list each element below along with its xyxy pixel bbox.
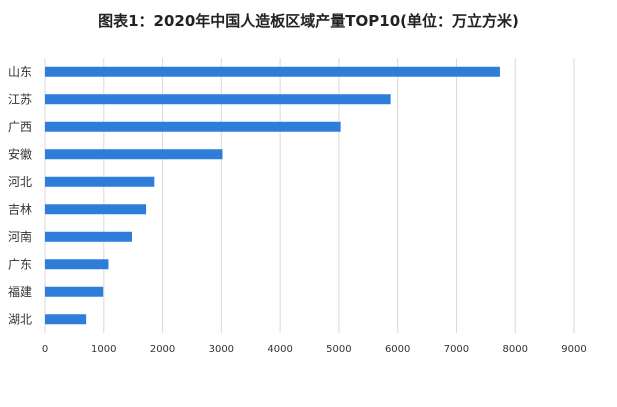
bar-2 bbox=[45, 121, 341, 132]
category-label: 湖北 bbox=[8, 311, 32, 326]
category-label: 福建 bbox=[8, 284, 32, 299]
bar-1 bbox=[45, 94, 391, 105]
category-label: 江苏 bbox=[8, 92, 32, 106]
bar-9 bbox=[45, 314, 87, 325]
bars bbox=[45, 66, 500, 325]
category-label: 广西 bbox=[8, 120, 32, 134]
category-label: 河北 bbox=[8, 175, 32, 189]
bar-7 bbox=[45, 259, 109, 270]
x-tick-label: 8000 bbox=[502, 344, 527, 355]
x-tick-label: 2000 bbox=[150, 344, 175, 355]
category-label: 河南 bbox=[8, 229, 32, 244]
x-tick-label: 7000 bbox=[444, 344, 469, 355]
bar-3 bbox=[45, 149, 223, 160]
category-label: 安徽 bbox=[8, 146, 32, 161]
x-tick-label: 4000 bbox=[267, 344, 292, 355]
bar-5 bbox=[45, 204, 147, 215]
x-tick-label: 0 bbox=[42, 344, 48, 355]
bar-4 bbox=[45, 176, 155, 187]
x-tick-label: 3000 bbox=[209, 344, 234, 355]
x-tick-label: 5000 bbox=[326, 344, 351, 355]
chart-title: 图表1：2020年中国人造板区域产量TOP10(单位：万立方米) bbox=[98, 12, 519, 30]
grid-lines bbox=[44, 58, 575, 333]
bar-8 bbox=[45, 286, 104, 297]
x-tick-label: 6000 bbox=[385, 344, 410, 355]
category-label: 山东 bbox=[8, 65, 32, 79]
bar-6 bbox=[45, 231, 132, 242]
x-axis-ticks: 0 1000 2000 3000 4000 5000 6000 7000 8000 9000 bbox=[42, 344, 587, 355]
bar-0 bbox=[45, 66, 500, 77]
x-tick-label: 1000 bbox=[91, 344, 116, 355]
x-tick-label: 9000 bbox=[561, 344, 586, 355]
category-label: 广东 bbox=[8, 257, 32, 271]
category-label: 吉林 bbox=[8, 202, 32, 216]
